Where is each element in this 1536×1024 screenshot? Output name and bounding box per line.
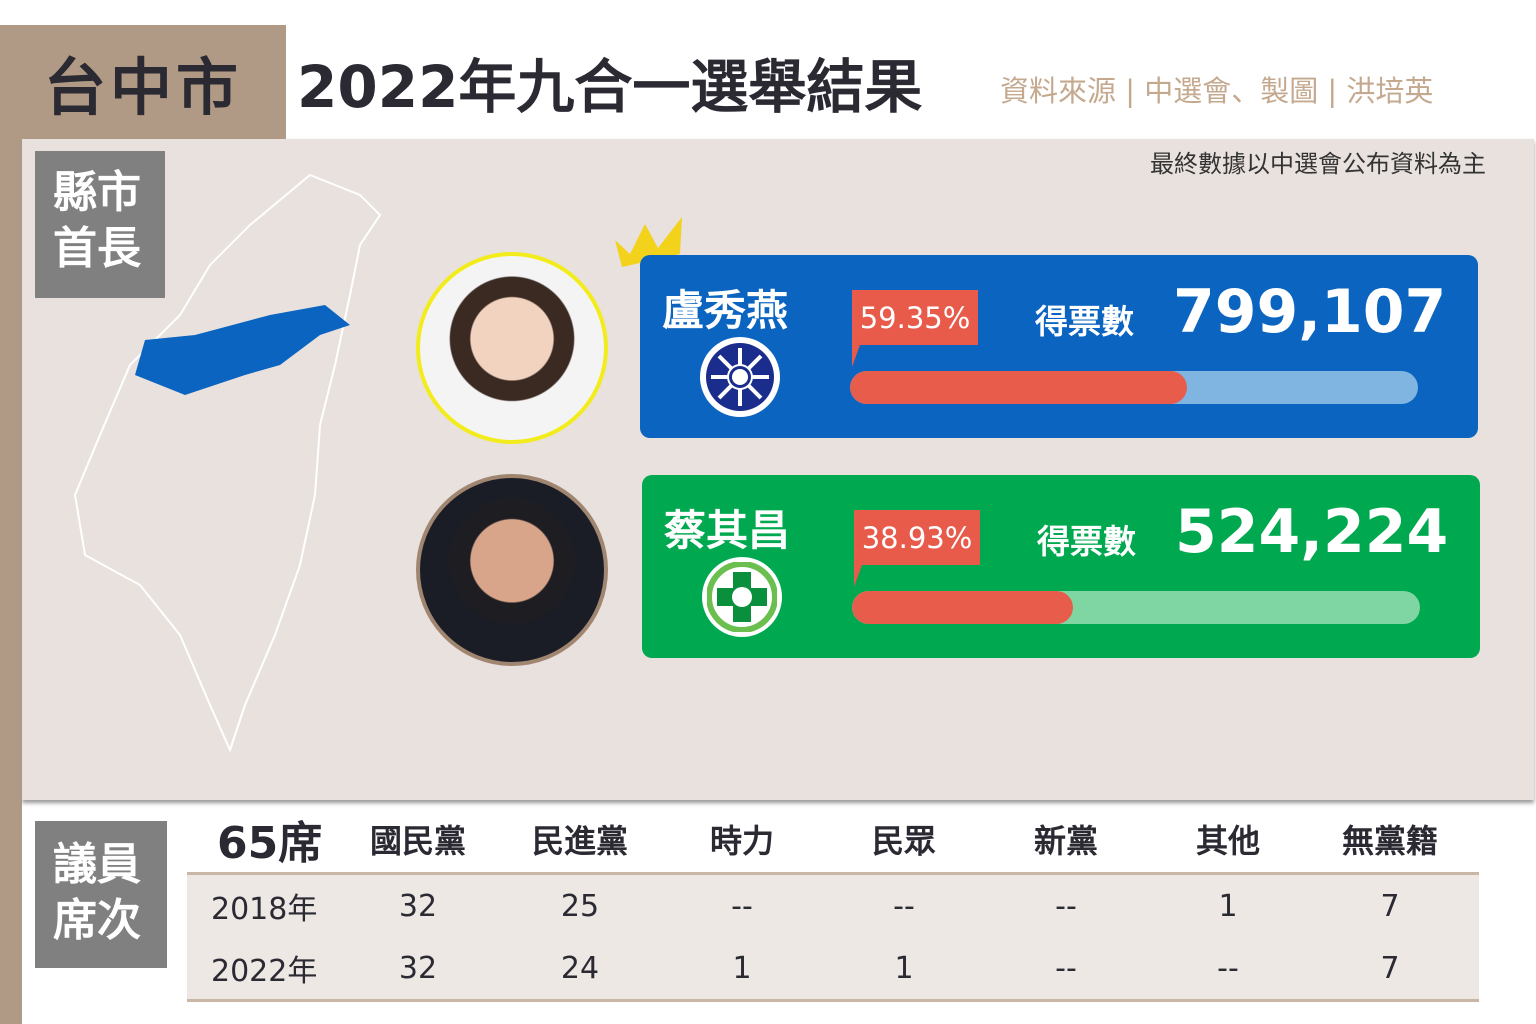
vote-share-fill	[850, 371, 1188, 404]
mayor-panel	[22, 139, 1534, 800]
column-header: 民進黨	[531, 821, 628, 860]
vote-count: 524,224	[1175, 497, 1449, 567]
column-header: 時力	[709, 821, 774, 860]
cell: 1	[732, 950, 752, 986]
vote-percent-badge: 59.35%	[852, 290, 978, 367]
column-header: 新黨	[1033, 821, 1098, 860]
cell: --	[1217, 950, 1239, 986]
cell: 25	[560, 888, 600, 924]
left-accent-strip	[0, 25, 22, 1024]
cell: 32	[398, 950, 438, 986]
total-seats: 65席	[217, 817, 323, 869]
mayor-section-label: 縣市首長	[35, 151, 165, 298]
taiwan-map	[73, 173, 382, 753]
dpp-emblem-icon	[702, 557, 782, 637]
cell: --	[1055, 950, 1077, 986]
kmt-emblem-icon	[700, 337, 780, 417]
table-row: 2018年 32 25 -- -- -- 1 7	[187, 875, 1479, 937]
votes-label: 得票數	[1037, 522, 1136, 561]
candidate-name: 蔡其昌	[664, 506, 791, 555]
page-title: 2022年九合一選舉結果	[297, 53, 923, 121]
candidate-name: 盧秀燕	[662, 286, 789, 335]
row-year: 2022年	[211, 954, 318, 989]
cell: 1	[894, 950, 914, 986]
taiwan-outline	[73, 173, 382, 753]
vote-share-bar	[850, 371, 1418, 404]
cell: 7	[1380, 950, 1400, 986]
council-section-label: 議員席次	[35, 821, 167, 968]
cell: --	[731, 888, 753, 924]
column-header: 其他	[1195, 821, 1260, 860]
city-label: 台中市	[0, 25, 286, 139]
candidate-photo-lu	[416, 252, 608, 444]
votes-label: 得票數	[1035, 302, 1134, 341]
column-header: 民眾	[871, 821, 936, 860]
cell: 1	[1218, 888, 1238, 924]
table-header: 65席 國民黨 民進黨 時力 民眾 新黨 其他 無黨籍	[187, 805, 1479, 875]
cell: --	[1055, 888, 1077, 924]
column-header: 國民黨	[369, 821, 466, 860]
cell: 7	[1380, 888, 1400, 924]
vote-share-fill	[852, 591, 1074, 624]
data-note: 最終數據以中選會公布資料為主	[1150, 150, 1486, 178]
candidate-photo-tsai	[416, 474, 608, 666]
cell: 32	[398, 888, 438, 924]
vote-percent-badge: 38.93%	[854, 510, 980, 587]
cell: --	[893, 888, 915, 924]
row-year: 2018年	[211, 892, 318, 927]
table-body: 2018年 32 25 -- -- -- 1 7 2022年 32 24 1 1…	[187, 875, 1479, 1002]
candidate-card-1: 盧秀燕 59.35% 得票數 799,107	[640, 255, 1478, 438]
column-header: 無黨籍	[1341, 821, 1438, 860]
crown-icon	[615, 217, 682, 267]
vote-share-bar	[852, 591, 1420, 624]
table-row: 2022年 32 24 1 1 -- -- 7	[187, 937, 1479, 999]
taichung-region	[135, 305, 350, 395]
cell: 24	[560, 950, 600, 986]
candidate-card-2: 蔡其昌 38.93% 得票數 524,224	[642, 475, 1480, 658]
council-seats-table: 65席 國民黨 民進黨 時力 民眾 新黨 其他 無黨籍 2018年 32 25 …	[187, 805, 1479, 1002]
source-credit: 資料來源 | 中選會、製圖 | 洪培英	[1000, 74, 1434, 108]
vote-count: 799,107	[1173, 277, 1447, 347]
